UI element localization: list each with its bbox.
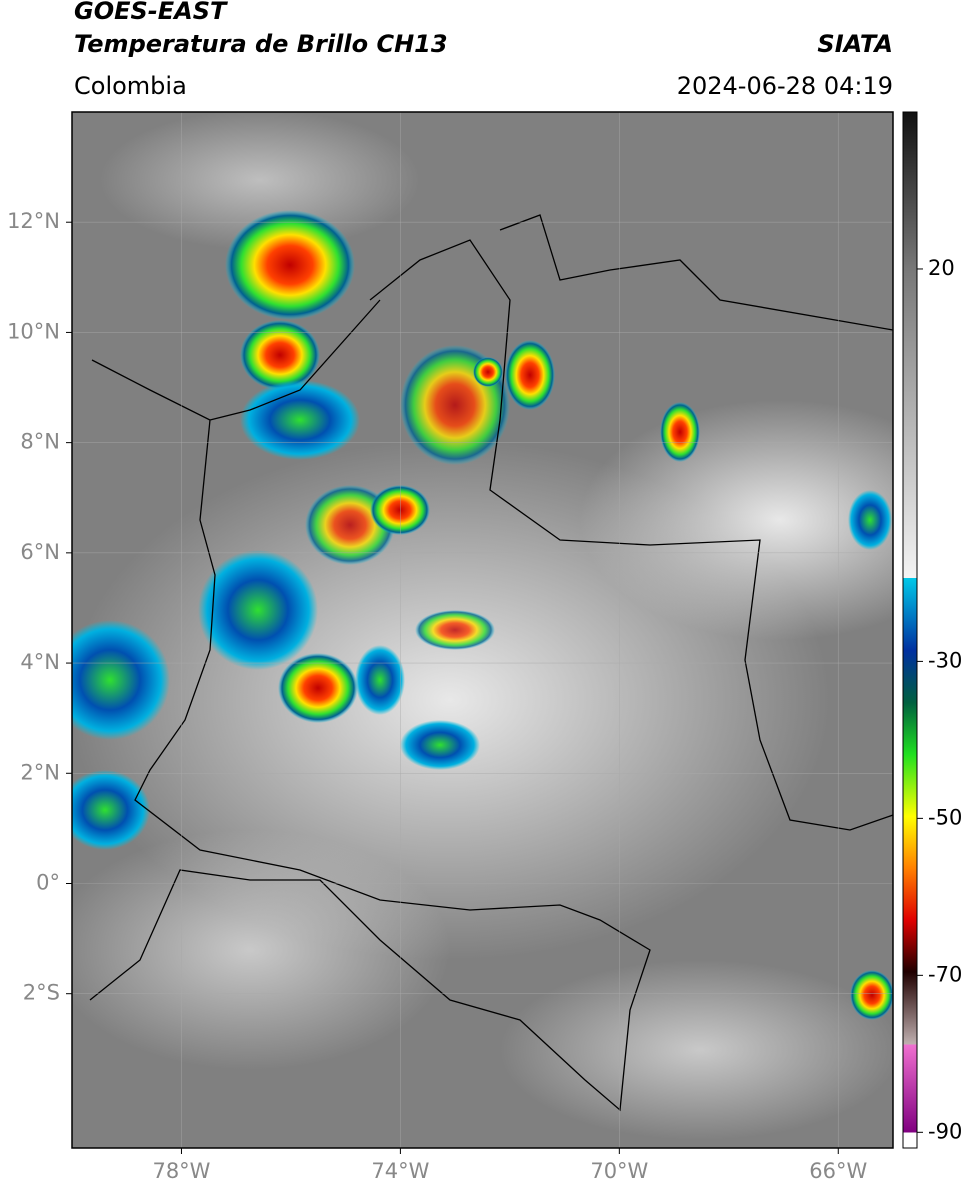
subtitle: Temperatura de Brillo CH13 <box>74 30 448 58</box>
colorbar-tick-label: -70 <box>928 962 962 986</box>
region: Colombia <box>74 72 187 100</box>
y-tick-label: 0° <box>36 870 60 894</box>
y-tick-label: 12°N <box>7 209 60 233</box>
title: GOES-EAST <box>74 0 228 25</box>
datetime: 2024-06-28 04:19 <box>677 72 893 100</box>
y-tick-label: 4°N <box>20 650 60 674</box>
source: SIATA <box>817 30 893 58</box>
colorbar-tick-label: -50 <box>928 805 962 829</box>
y-tick-label: 8°N <box>20 430 60 454</box>
colorbar <box>902 111 918 1149</box>
x-tick-label: 78°W <box>152 1159 210 1183</box>
borders <box>89 214 893 1112</box>
map-frame <box>71 111 894 1149</box>
colorbar-tick-label: -90 <box>928 1119 962 1143</box>
colorbar-tick-label: 20 <box>928 256 955 280</box>
x-tick-label: 70°W <box>590 1159 648 1183</box>
x-tick-label: 74°W <box>371 1159 429 1183</box>
y-tick-label: 10°N <box>7 319 60 343</box>
y-tick-label: 2°S <box>23 981 60 1005</box>
y-tick-label: 2°N <box>20 760 60 784</box>
colorbar-tick-label: -30 <box>928 648 962 672</box>
x-tick-label: 66°W <box>809 1159 867 1183</box>
y-tick-label: 6°N <box>20 540 60 564</box>
imagery <box>72 112 893 1148</box>
